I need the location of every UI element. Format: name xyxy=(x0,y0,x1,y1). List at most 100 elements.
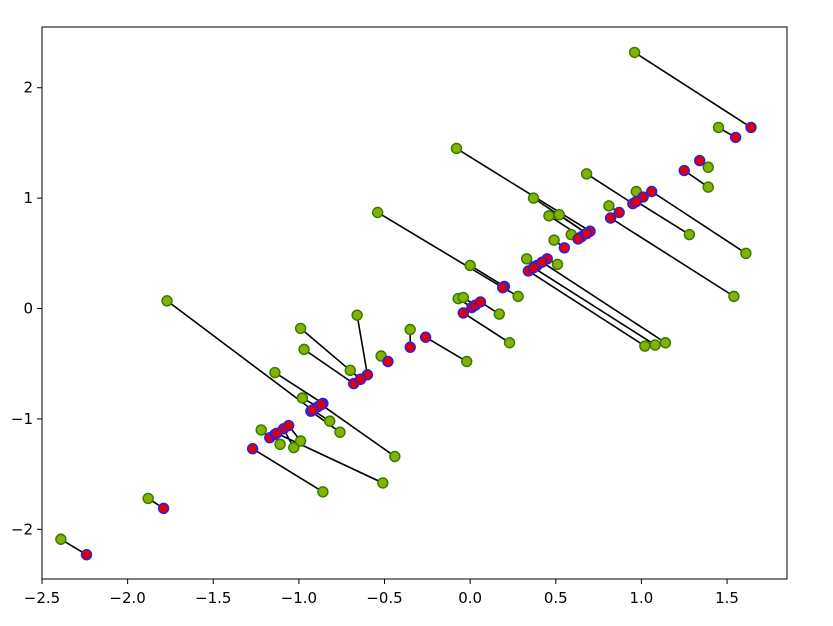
connector-line xyxy=(462,312,510,344)
projected-point xyxy=(419,331,432,343)
original-point xyxy=(296,392,309,404)
x-tick-label: −1.5 xyxy=(195,589,231,607)
projected-point xyxy=(246,443,259,455)
connector-line xyxy=(610,217,735,298)
original-point xyxy=(527,192,540,204)
original-point xyxy=(702,161,714,173)
original-point xyxy=(255,424,267,436)
projected-point xyxy=(572,233,584,245)
connector-line xyxy=(527,270,646,347)
original-point xyxy=(317,486,329,498)
projected-point xyxy=(745,121,757,134)
original-point xyxy=(548,234,560,246)
connector-line xyxy=(651,190,747,254)
connector-line xyxy=(634,51,752,129)
projected-point xyxy=(693,154,706,167)
original-point xyxy=(450,142,463,155)
original-point xyxy=(551,258,564,271)
original-point xyxy=(628,46,641,59)
projected-point xyxy=(404,341,416,353)
original-point xyxy=(55,533,67,545)
original-point xyxy=(298,343,310,356)
original-point xyxy=(520,253,533,265)
x-axis: −2.5 −2.0 −1.5 −1.0 −0.5 0.0 0.5 1.0 1.5 xyxy=(24,579,739,607)
plot-area xyxy=(42,27,787,579)
projected-point xyxy=(306,404,319,416)
projected-point xyxy=(613,206,625,219)
x-tick-label: 1.0 xyxy=(629,589,653,607)
original-point xyxy=(294,322,307,335)
connector-line xyxy=(469,264,505,288)
x-tick-label: 0.0 xyxy=(458,589,482,607)
connector-line xyxy=(533,266,656,346)
original-point xyxy=(324,415,336,427)
original-point xyxy=(683,228,696,241)
original-point xyxy=(553,208,565,221)
projected-point xyxy=(536,256,548,268)
projected-point xyxy=(558,242,571,254)
connector-line xyxy=(377,211,504,289)
original-point xyxy=(740,247,752,260)
data-points xyxy=(55,46,757,561)
original-point xyxy=(702,181,714,193)
x-tick-label: −2.0 xyxy=(109,589,145,607)
original-point xyxy=(269,366,281,379)
x-tick-label: −1.0 xyxy=(281,589,317,607)
projected-point xyxy=(497,281,509,294)
projected-point xyxy=(474,296,487,308)
original-point xyxy=(389,450,401,463)
original-point xyxy=(274,438,286,451)
original-point xyxy=(288,441,300,454)
projected-point xyxy=(729,131,742,144)
y-tick-label: −1 xyxy=(11,410,33,428)
projected-point xyxy=(282,419,295,432)
connector-line xyxy=(586,173,634,205)
connector-line xyxy=(166,300,314,411)
projected-point xyxy=(678,164,690,177)
connector-line xyxy=(320,403,396,458)
original-point xyxy=(580,168,593,180)
connector-line xyxy=(356,315,369,375)
y-tick-label: 1 xyxy=(23,189,33,207)
y-tick-label: 0 xyxy=(23,300,33,318)
projected-point xyxy=(527,261,540,274)
connector-line xyxy=(303,348,355,385)
original-point xyxy=(639,340,651,352)
projected-point xyxy=(157,502,170,515)
connector-line xyxy=(274,371,324,405)
original-point xyxy=(461,355,473,368)
original-point xyxy=(161,295,173,307)
original-point xyxy=(142,492,154,505)
original-point xyxy=(659,337,672,349)
projected-point xyxy=(354,373,367,385)
y-tick-label: 2 xyxy=(23,79,33,97)
connector-line xyxy=(541,261,666,344)
x-tick-label: 0.5 xyxy=(544,589,568,607)
original-point xyxy=(457,291,470,304)
original-point xyxy=(543,210,555,222)
projected-point xyxy=(382,355,394,368)
original-point xyxy=(503,337,516,349)
original-point xyxy=(294,435,307,447)
x-tick-label: −0.5 xyxy=(366,589,402,607)
connector-line xyxy=(456,147,591,232)
original-point xyxy=(712,121,725,134)
original-point xyxy=(351,309,363,321)
connector-line xyxy=(276,432,384,484)
original-point xyxy=(649,339,661,351)
plot-frame xyxy=(41,26,788,580)
projected-point xyxy=(646,185,658,198)
x-tick-label: 1.5 xyxy=(715,589,739,607)
projected-point xyxy=(580,227,593,240)
y-tick-label: −2 xyxy=(11,520,33,538)
original-point xyxy=(344,364,356,377)
projected-point xyxy=(270,427,283,439)
connector-line xyxy=(252,448,324,493)
original-point xyxy=(464,259,476,272)
projected-point xyxy=(315,398,327,411)
original-point xyxy=(404,323,416,336)
original-point xyxy=(371,206,384,219)
original-point xyxy=(512,290,524,303)
y-axis: −2 −1 0 1 2 xyxy=(11,79,42,538)
